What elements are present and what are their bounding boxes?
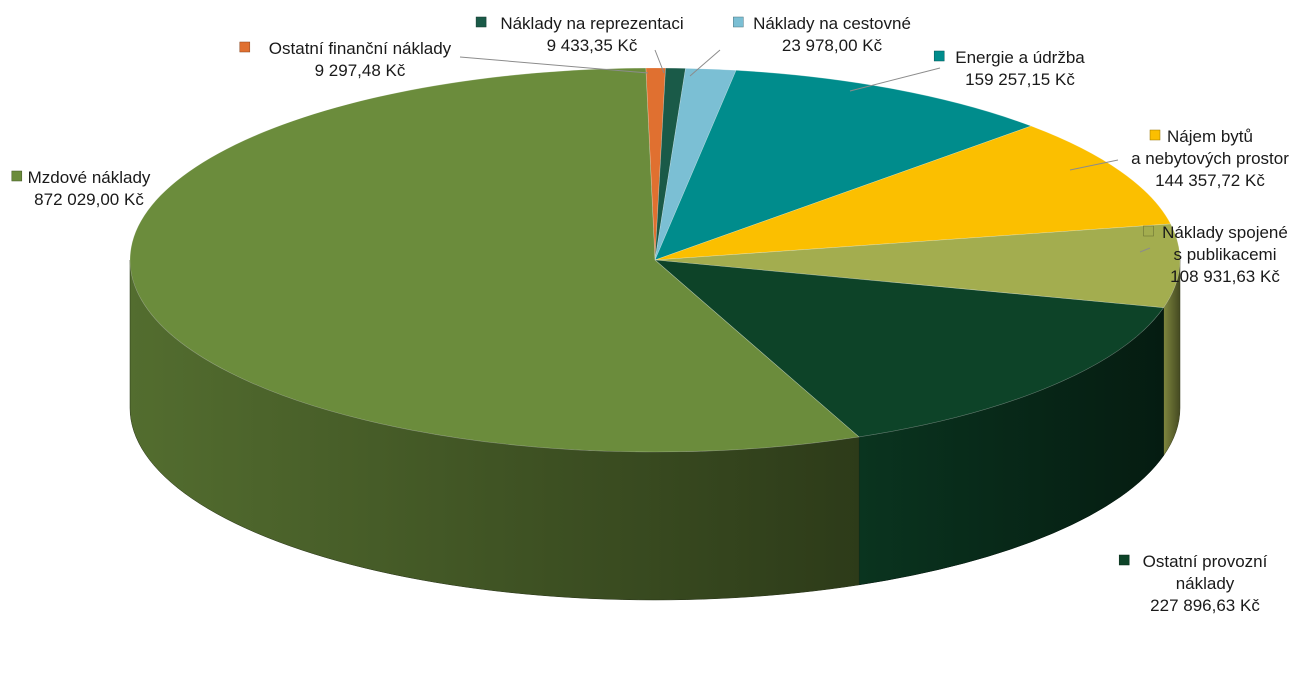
legend-key-mzdove-naklady xyxy=(11,170,23,182)
label-value-mzdove-naklady: 872 029,00 Kč xyxy=(34,190,144,209)
legend-key-energie-a-udrzba xyxy=(933,50,945,62)
legend-key-naklady-spojene-s-publikacemi xyxy=(1143,225,1154,237)
label-name-naklady-spojene-s-publikacemi-1: Náklady spojené xyxy=(1162,223,1288,242)
label-name-ostatni-provozni-naklady-2: náklady xyxy=(1176,574,1235,593)
slice-mzdove-naklady xyxy=(129,67,860,453)
label-name-ostatni-financni-naklady: Ostatní finanční náklady xyxy=(269,39,452,58)
leader-lines xyxy=(459,49,1151,253)
leader-line-naklady-na-reprezentaci xyxy=(654,49,665,74)
label-value-naklady-na-reprezentaci: 9 433,35 Kč xyxy=(547,36,638,55)
data-label-naklady-spojene-s-publikacemi: Náklady spojené s publikacemi 108 931,63 K… xyxy=(1143,223,1288,286)
leader-line-naklady-spojene-s-publikacemi xyxy=(1139,247,1151,253)
legend-key-najem-bytu-a-nebytovych-prostor xyxy=(1149,129,1161,141)
label-value-naklady-spojene-s-publikacemi: 108 931,63 Kč xyxy=(1170,267,1280,286)
data-label-naklady-na-cestovne: Náklady na cestovné 23 978,00 Kč xyxy=(733,14,911,55)
legend-key-ostatni-provozni-naklady xyxy=(1118,554,1130,566)
slice-energie-a-udrzba xyxy=(654,69,1032,261)
slice-ostatni-provozni-naklady xyxy=(654,259,1165,438)
slice-ostatni-financni-naklady xyxy=(645,67,666,261)
data-label-ostatni-financni-naklady: Ostatní finanční náklady 9 297,48 Kč xyxy=(239,39,452,80)
leader-line-ostatni-financni-naklady xyxy=(459,56,649,74)
data-label-energie-a-udrzba: Energie a údržba 159 257,15 Kč xyxy=(933,48,1085,89)
leader-line-naklady-na-cestovne xyxy=(689,49,721,77)
label-name-energie-a-udrzba: Energie a údržba xyxy=(955,48,1085,67)
slice-naklady-na-reprezentaci xyxy=(654,67,686,261)
legend-key-ostatni-financni-naklady xyxy=(239,41,251,53)
legend-key-naklady-na-reprezentaci xyxy=(475,16,487,28)
label-name-mzdove-naklady: Mzdové náklady xyxy=(28,168,151,187)
data-labels: Ostatní finanční náklady 9 297,48 Kč Nákla… xyxy=(11,14,1289,615)
slice-najem-bytu-a-nebytovych-prostor xyxy=(654,125,1172,261)
label-value-naklady-na-cestovne: 23 978,00 Kč xyxy=(782,36,883,55)
label-value-energie-a-udrzba: 159 257,15 Kč xyxy=(965,70,1075,89)
leader-line-energie-a-udrzba xyxy=(849,67,941,92)
legend-key-naklady-na-cestovne xyxy=(733,16,744,28)
pie-slices xyxy=(129,67,1181,453)
label-value-ostatni-provozni-naklady: 227 896,63 Kč xyxy=(1150,596,1260,615)
pie-sides xyxy=(129,259,1181,601)
label-name-najem-bytu-a-nebytovych-prostor-2: a nebytových prostor xyxy=(1131,149,1289,168)
data-label-naklady-na-reprezentaci: Náklady na reprezentaci 9 433,35 Kč xyxy=(475,14,684,55)
data-label-mzdove-naklady: Mzdové náklady 872 029,00 Kč xyxy=(11,168,151,209)
leader-line-najem-bytu-a-nebytovych-prostor xyxy=(1069,159,1119,171)
slice-naklady-spojene-s-publikacemi xyxy=(654,223,1181,309)
label-name-naklady-spojene-s-publikacemi-2: s publikacemi xyxy=(1174,245,1277,264)
label-value-ostatni-financni-naklady: 9 297,48 Kč xyxy=(315,61,406,80)
data-label-najem-bytu-a-nebytovych-prostor: Nájem bytů a nebytových prostor 144 357,72… xyxy=(1131,127,1289,190)
slice-naklady-na-cestovne xyxy=(654,68,737,261)
data-label-ostatni-provozni-naklady: Ostatní provozní náklady 227 896,63 Kč xyxy=(1118,552,1268,615)
label-name-naklady-na-reprezentaci: Náklady na reprezentaci xyxy=(500,14,683,33)
label-name-naklady-na-cestovne: Náklady na cestovné xyxy=(753,14,911,33)
label-value-najem-bytu-a-nebytovych-prostor: 144 357,72 Kč xyxy=(1155,171,1265,190)
label-name-najem-bytu-a-nebytovych-prostor-1: Nájem bytů xyxy=(1167,127,1253,146)
label-name-ostatni-provozni-naklady-1: Ostatní provozní xyxy=(1143,552,1268,571)
